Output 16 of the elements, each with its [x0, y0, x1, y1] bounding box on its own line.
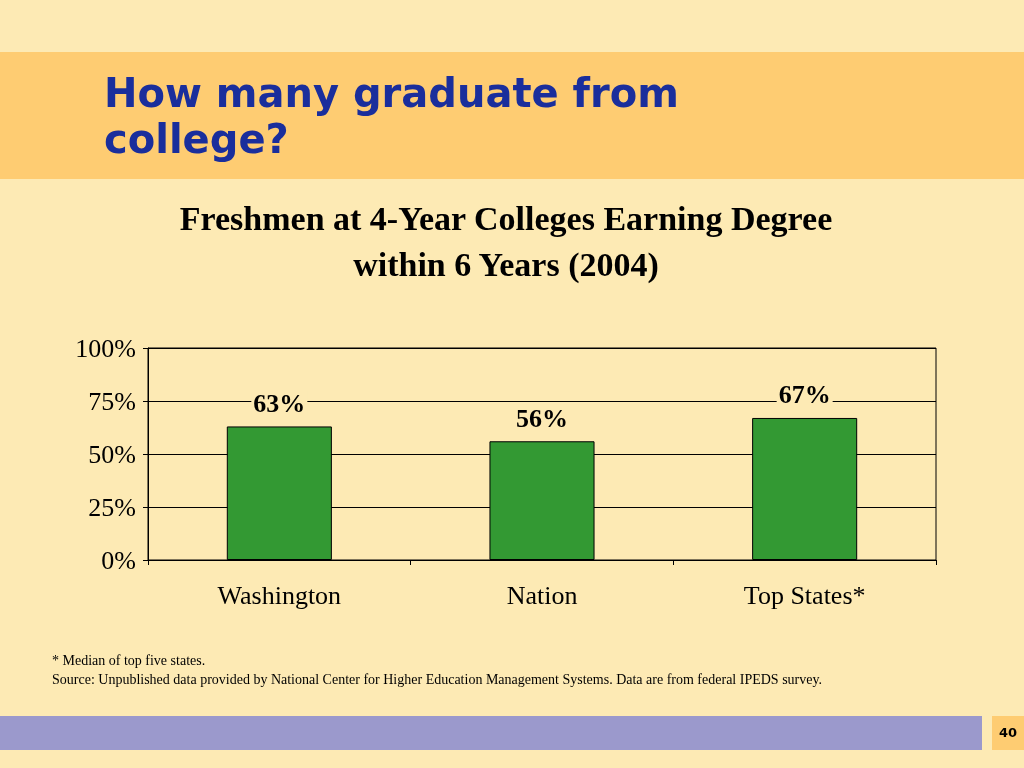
source-note: Source: Unpublished data provided by National Center for Higher Education Management Systems. Data are from federal IPEDS survey.	[52, 671, 824, 689]
y-tick-label: 0%	[101, 545, 136, 575]
data-label: 56%	[516, 403, 568, 433]
x-tick-label: Nation	[506, 580, 578, 610]
text: * Median of top five states.	[52, 652, 207, 670]
chart-title: How many graduate from college?	[104, 70, 680, 162]
y-tick-label: 25%	[88, 492, 136, 522]
x-tick-label: Washington	[217, 580, 342, 610]
chart-subtitle: Freshmen at 4-Year Colleges Earning Degree within 6 Years (2004)	[178, 199, 834, 285]
y-tick-label: 100%	[75, 333, 136, 363]
text: 40	[992, 716, 1024, 750]
data-label: 63%	[253, 388, 306, 418]
x-tick-label: Top States*	[743, 580, 866, 610]
data-label: 67%	[778, 380, 831, 410]
y-tick-label: 50%	[88, 439, 136, 469]
y-tick-label: 75%	[88, 386, 136, 416]
